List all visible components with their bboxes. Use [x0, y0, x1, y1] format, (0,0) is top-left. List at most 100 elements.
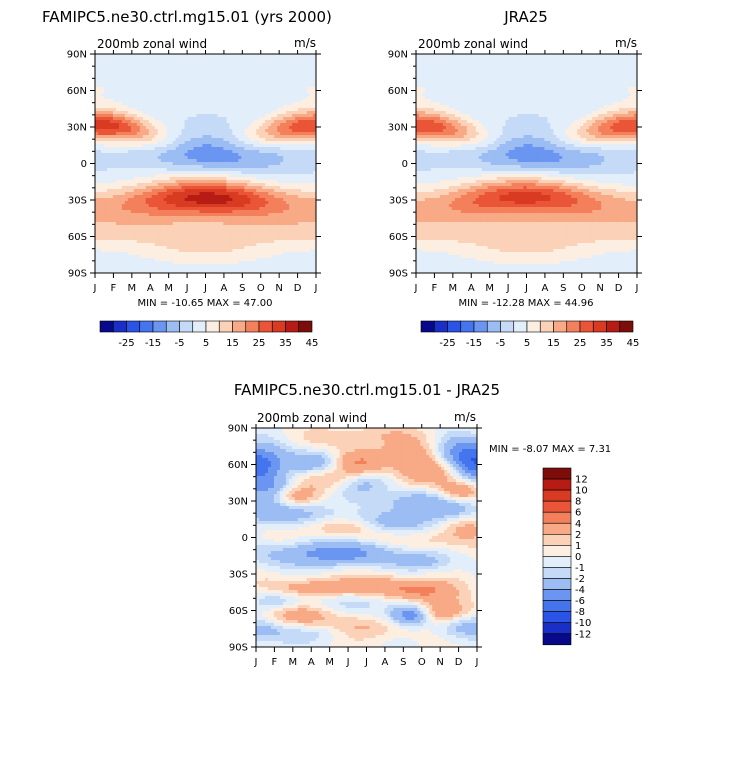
field-cell [112, 207, 117, 211]
field-cell [97, 165, 102, 169]
field-cell [229, 213, 233, 217]
field-cell [253, 138, 257, 142]
field-cell [127, 177, 132, 181]
field-cell [163, 255, 168, 259]
field-cell [205, 87, 209, 91]
field-cell [109, 162, 114, 166]
field-cell [130, 132, 135, 136]
field-cell [211, 213, 215, 217]
field-cell [175, 234, 180, 238]
field-cell [106, 228, 111, 232]
field-cell [265, 219, 269, 223]
field-cell [106, 144, 111, 148]
field-cell [220, 66, 224, 70]
field-cell [247, 138, 251, 142]
field-cell [193, 180, 197, 184]
field-cell [178, 57, 183, 61]
field-cell [283, 108, 287, 112]
field-cell [115, 186, 120, 190]
field-cell [109, 189, 114, 193]
field-cell [259, 228, 263, 232]
field-cell [118, 66, 123, 70]
field-cell [283, 87, 287, 91]
field-cell [139, 114, 144, 118]
field-cell [133, 123, 138, 127]
field-cell [292, 72, 296, 76]
field-cell [199, 138, 203, 142]
field-cell [154, 93, 159, 97]
field-cell [202, 159, 206, 163]
field-cell [202, 84, 206, 88]
field-cell [130, 192, 135, 196]
field-cell [247, 216, 251, 220]
field-cell [148, 159, 153, 163]
field-cell [238, 96, 242, 100]
field-cell [310, 69, 314, 73]
field-cell [181, 159, 185, 163]
field-cell [136, 237, 141, 241]
field-cell [202, 126, 206, 130]
field-cell [142, 90, 147, 94]
field-cell [259, 192, 263, 196]
field-cell [205, 132, 209, 136]
field-cell [250, 177, 254, 181]
panel-model-field [95, 54, 317, 274]
field-cell [193, 72, 197, 76]
field-cell [289, 243, 293, 247]
field-cell [301, 105, 305, 109]
field-cell [295, 153, 299, 157]
field-cell [289, 96, 293, 100]
field-cell [172, 147, 177, 151]
field-cell [256, 138, 260, 142]
field-cell [262, 144, 266, 148]
field-cell [187, 108, 191, 112]
field-cell [241, 153, 245, 157]
field-cell [109, 186, 114, 190]
field-cell [172, 159, 177, 163]
field-cell [160, 60, 165, 64]
field-cell [190, 186, 194, 190]
field-cell [313, 252, 317, 256]
field-cell [163, 216, 168, 220]
field-cell [178, 198, 183, 202]
field-cell [100, 171, 105, 175]
field-cell [109, 120, 114, 124]
field-cell [235, 102, 239, 106]
field-cell [235, 213, 239, 217]
field-cell [298, 120, 302, 124]
field-cell [292, 138, 296, 142]
field-cell [142, 129, 147, 133]
field-cell [253, 159, 257, 163]
field-cell [223, 63, 227, 67]
field-cell [184, 246, 188, 250]
field-cell [241, 243, 245, 247]
field-cell [130, 150, 135, 154]
field-cell [124, 183, 129, 187]
field-cell [106, 99, 111, 103]
field-cell [220, 228, 224, 232]
field-cell [298, 138, 302, 142]
field-cell [238, 99, 242, 103]
field-cell [283, 243, 287, 247]
field-cell [295, 252, 299, 256]
field-cell [112, 255, 117, 259]
field-cell [259, 162, 263, 166]
field-cell [265, 177, 269, 181]
field-cell [112, 63, 117, 67]
field-cell [226, 222, 230, 226]
field-cell [271, 153, 275, 157]
field-cell [220, 216, 224, 220]
field-cell [208, 249, 212, 253]
field-cell [115, 75, 120, 79]
field-cell [139, 78, 144, 82]
field-cell [259, 183, 263, 187]
field-cell [310, 165, 314, 169]
field-cell [256, 231, 260, 235]
field-cell [298, 168, 302, 172]
field-cell [244, 87, 248, 91]
field-cell [205, 96, 209, 100]
field-cell [160, 93, 165, 97]
field-cell [313, 177, 317, 181]
field-cell [280, 114, 284, 118]
field-cell [241, 222, 245, 226]
